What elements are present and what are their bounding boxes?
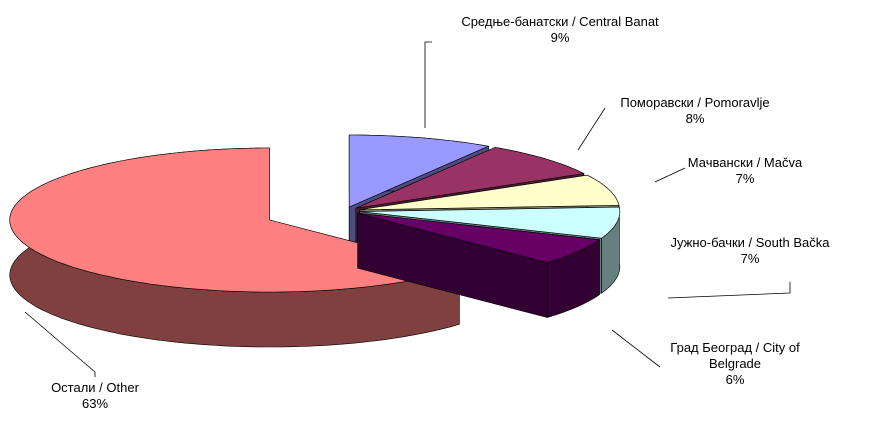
slice-top <box>357 212 601 263</box>
slice-percent: 8% <box>685 111 705 126</box>
leader-line <box>24 311 96 377</box>
slice-label: Јужно-бачки / South Bačka <box>670 235 830 250</box>
slice-percent: 9% <box>550 30 570 45</box>
slice-label: Остали / Other <box>51 380 139 395</box>
slice-top <box>9 147 461 293</box>
leader-line <box>611 329 661 368</box>
slice-percent: 6% <box>725 372 745 387</box>
slice-label: Средње-банатски / Central Banat <box>461 14 659 29</box>
leader-line <box>654 167 686 183</box>
slice-label: Поморавски / Pomoravlje <box>620 95 770 110</box>
slice-label: Мачвански / Mačva <box>687 155 803 170</box>
slice-top <box>359 206 621 239</box>
slice-label: Град Београд / City of Belgrade <box>670 340 800 371</box>
slice-percent: 63% <box>81 396 109 411</box>
slice-percent: 7% <box>735 171 755 186</box>
slice-top <box>359 174 620 211</box>
leader-line <box>577 107 606 151</box>
slice-top <box>355 147 585 209</box>
leader-line <box>424 41 432 128</box>
slice-percent: 7% <box>740 251 760 266</box>
slice-top <box>348 134 490 208</box>
leader-line <box>667 282 791 299</box>
